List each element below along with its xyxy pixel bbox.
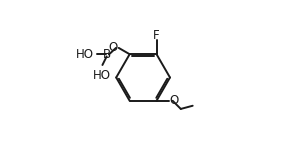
Text: O: O bbox=[169, 94, 178, 107]
Text: HO: HO bbox=[93, 69, 111, 82]
Text: O: O bbox=[109, 41, 118, 54]
Text: HO: HO bbox=[76, 48, 94, 61]
Text: F: F bbox=[153, 29, 160, 42]
Text: B: B bbox=[103, 48, 112, 61]
